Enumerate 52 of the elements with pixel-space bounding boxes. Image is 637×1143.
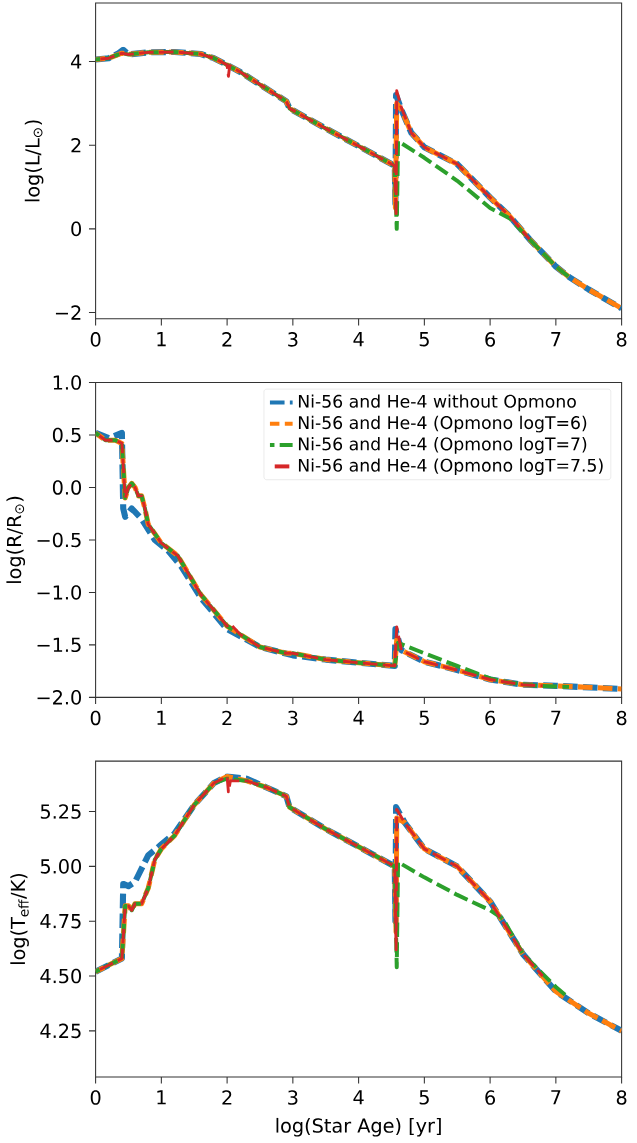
x-tick-label: 4	[353, 1090, 364, 1105]
x-tick-label: 1	[157, 710, 166, 725]
y-tick-label: −0.5	[37, 532, 81, 548]
x-tick-label: 5	[419, 332, 430, 347]
legend-label: Ni-56 and He-4 (Opmono logT=7.5)	[299, 458, 603, 476]
y-tick-label: −2	[56, 305, 81, 320]
y-tick-label: 1.0	[53, 375, 82, 390]
x-tick-label: 8	[617, 332, 627, 347]
y-tick-label: 4.25	[40, 1023, 81, 1039]
x-tick-label: 6	[485, 332, 496, 347]
y-axis-title: log(R/R$_{⊙}$)	[6, 496, 26, 583]
y-axis-title: log(T$_{eff}$/K)	[10, 873, 30, 964]
x-tick-label: 0	[90, 1090, 101, 1105]
x-tick-label: 2	[222, 710, 232, 725]
x-tick-label: 2	[222, 1090, 232, 1105]
x-tick-label: 7	[551, 332, 561, 347]
y-tick-label: −1.5	[37, 637, 81, 653]
x-tick-label: 4	[353, 710, 364, 725]
y-tick-label: −2.0	[37, 690, 82, 705]
y-tick-label: 5.00	[41, 859, 82, 874]
x-tick-label: 5	[419, 1090, 430, 1105]
x-tick-label: 8	[617, 710, 627, 726]
x-tick-label: 3	[288, 710, 298, 726]
x-tick-label: 1	[157, 1090, 166, 1105]
legend-label: Ni-56 and He-4 (Opmono logT=6)	[299, 415, 587, 433]
y-axis-title: log(L/L$_{⊙}$)	[25, 120, 44, 202]
y-tick-label: 4	[71, 54, 82, 69]
y-tick-label: 4.75	[40, 914, 81, 929]
x-tick-label: 3	[288, 332, 298, 347]
legend-label: Ni-56 and He-4 without Opmono	[299, 394, 577, 412]
x-tick-label: 0	[90, 332, 101, 347]
x-axis-title: log(Star Age) [yr]	[276, 1117, 442, 1137]
x-tick-label: 7	[551, 710, 561, 725]
x-tick-label: 1	[157, 332, 166, 347]
y-tick-label: 0.0	[53, 480, 82, 495]
x-tick-label: 7	[551, 1090, 561, 1105]
y-tick-label: −1.0	[37, 585, 82, 600]
x-tick-label: 6	[485, 1090, 496, 1105]
x-tick-label: 8	[617, 1090, 627, 1105]
y-tick-label: 4.50	[40, 968, 82, 984]
x-tick-label: 2	[222, 332, 232, 347]
y-tick-label: 0	[71, 221, 82, 237]
legend-label: Ni-56 and He-4 (Opmono logT=7)	[299, 437, 587, 454]
x-tick-label: 5	[419, 710, 430, 726]
x-tick-label: 0	[90, 710, 101, 726]
line-series	[95, 49, 572, 279]
x-tick-label: 6	[485, 710, 496, 726]
y-tick-label: 0.5	[53, 427, 81, 443]
x-tick-label: 4	[353, 332, 364, 347]
y-tick-label: 2	[71, 138, 81, 153]
y-tick-label: 5.25	[41, 804, 81, 819]
x-tick-label: 3	[288, 1090, 298, 1105]
